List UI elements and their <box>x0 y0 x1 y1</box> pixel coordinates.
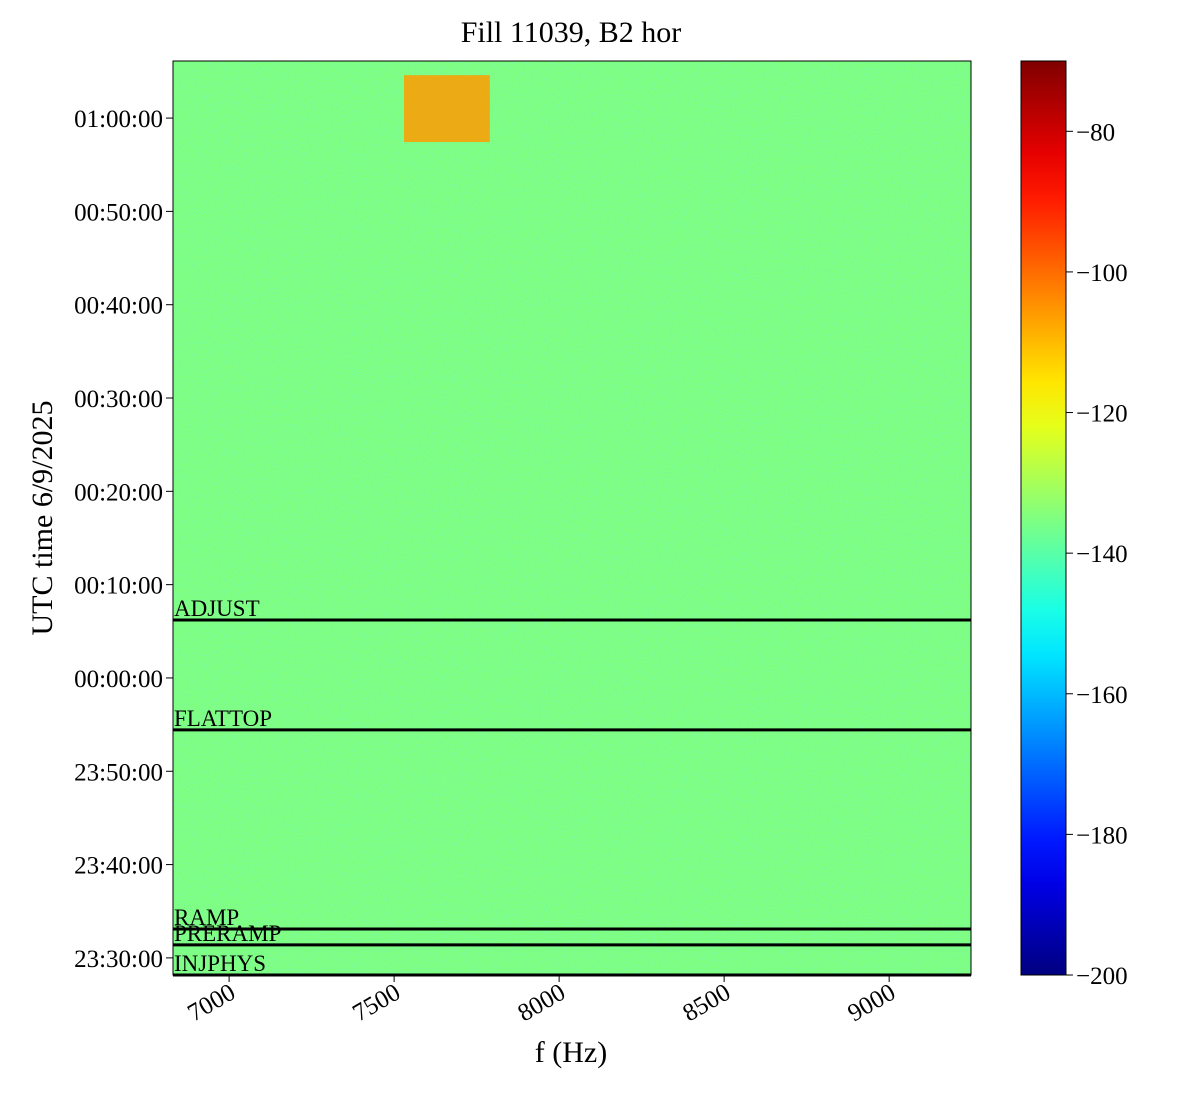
x-tick-label: 7500 <box>348 979 405 1027</box>
phase-label: INJPHYS <box>174 951 266 976</box>
y-tick-label: 23:50:00 <box>74 759 163 786</box>
y-tick-label: 23:40:00 <box>74 853 163 880</box>
phase-label: PRERAMP <box>174 921 281 946</box>
y-tick-label: 23:30:00 <box>74 946 163 973</box>
colorbar-tick-label: −180 <box>1076 822 1128 849</box>
phase-label: ADJUST <box>174 596 260 621</box>
phase-label: FLATTOP <box>174 706 272 731</box>
x-tick-label: 8500 <box>678 979 735 1027</box>
phase-label: RAMP <box>174 905 239 930</box>
y-tick-label: 01:00:00 <box>74 106 163 133</box>
feature <box>404 75 490 143</box>
colorbar-tick-label: −120 <box>1076 401 1128 428</box>
y-tick-label: 00:50:00 <box>74 199 163 226</box>
chart-title: Fill 11039, B2 hor <box>461 16 682 49</box>
colorbar-tick-label: −200 <box>1076 963 1128 990</box>
y-axis-label: UTC time 6/9/2025 <box>26 401 59 636</box>
colorbar-tick-label: −80 <box>1076 119 1115 146</box>
noise-texture <box>173 61 971 975</box>
y-tick-label: 00:10:00 <box>74 573 163 600</box>
y-tick-label: 00:40:00 <box>74 293 163 320</box>
colorbar-tick-label: −100 <box>1076 260 1128 287</box>
x-tick-label: 7000 <box>183 979 240 1027</box>
y-tick-label: 00:30:00 <box>74 386 163 413</box>
x-tick-label: 8000 <box>513 979 570 1027</box>
x-axis-label: f (Hz) <box>535 1036 607 1069</box>
colorbar <box>1020 60 1067 976</box>
colorbar-tick-label: −140 <box>1076 541 1128 568</box>
y-tick-label: 00:20:00 <box>74 479 163 506</box>
x-tick-label: 9000 <box>843 979 900 1027</box>
colorbar-tick-label: −160 <box>1076 682 1128 709</box>
y-tick-label: 00:00:00 <box>74 666 163 693</box>
